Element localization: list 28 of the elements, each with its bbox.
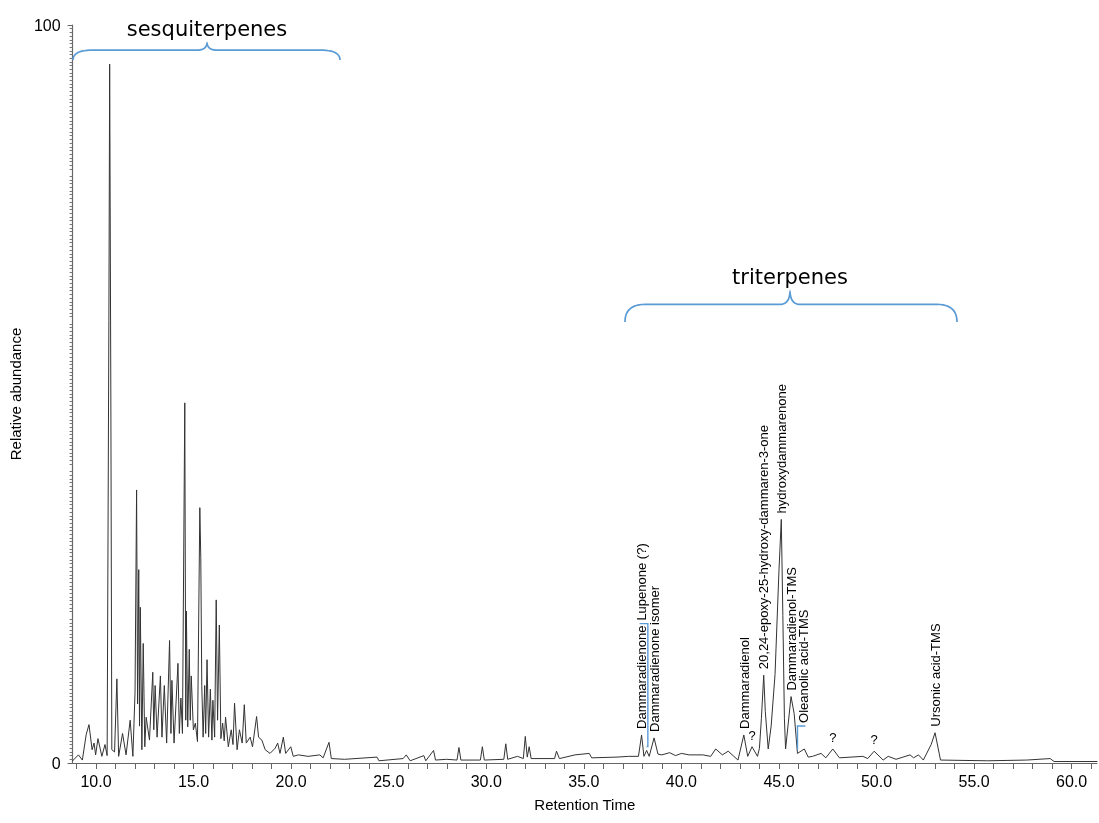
annotation: triterpenes (732, 265, 848, 289)
x-tick-label: 60.0 (1056, 772, 1088, 790)
x-tick-label: 45.0 (763, 772, 795, 790)
annotation: Dammaradienol-TMS (783, 566, 799, 691)
annotation: hydroxydammarenone (773, 384, 789, 514)
annotation: Oleanolic acid-TMS (796, 609, 812, 723)
x-tick-label: 35.0 (568, 772, 600, 790)
annotation: sesquiterpenes (126, 17, 288, 41)
y-tick-label: 100 (33, 16, 61, 34)
x-tick-label: 55.0 (958, 772, 990, 790)
x-tick-label: 30.0 (470, 772, 502, 790)
y-axis-title: Relative abundance (7, 327, 24, 461)
x-tick-label: 10.0 (80, 772, 112, 790)
x-axis-title: Retention Time (534, 796, 636, 813)
x-tick-label: 40.0 (665, 772, 698, 790)
annotation: ? (748, 727, 756, 743)
x-tick-label: 15.0 (178, 772, 210, 790)
annotation: 20,24-epoxy-25-hydroxy-dammaren-3-one (756, 424, 772, 670)
y-tick-label: 0 (51, 754, 61, 772)
annotation: Lupenone (?) (634, 543, 650, 621)
annotation: ? (870, 732, 878, 748)
x-tick-label: 50.0 (860, 772, 893, 790)
annotation: Ursonic acid-TMS (927, 623, 943, 727)
annotation: Dammaradienol (736, 637, 752, 729)
x-tick-label: 25.0 (373, 772, 405, 790)
annotation: ? (829, 729, 837, 745)
annotation: Dammaradienone (634, 625, 650, 729)
x-tick-label: 20.0 (275, 772, 307, 790)
